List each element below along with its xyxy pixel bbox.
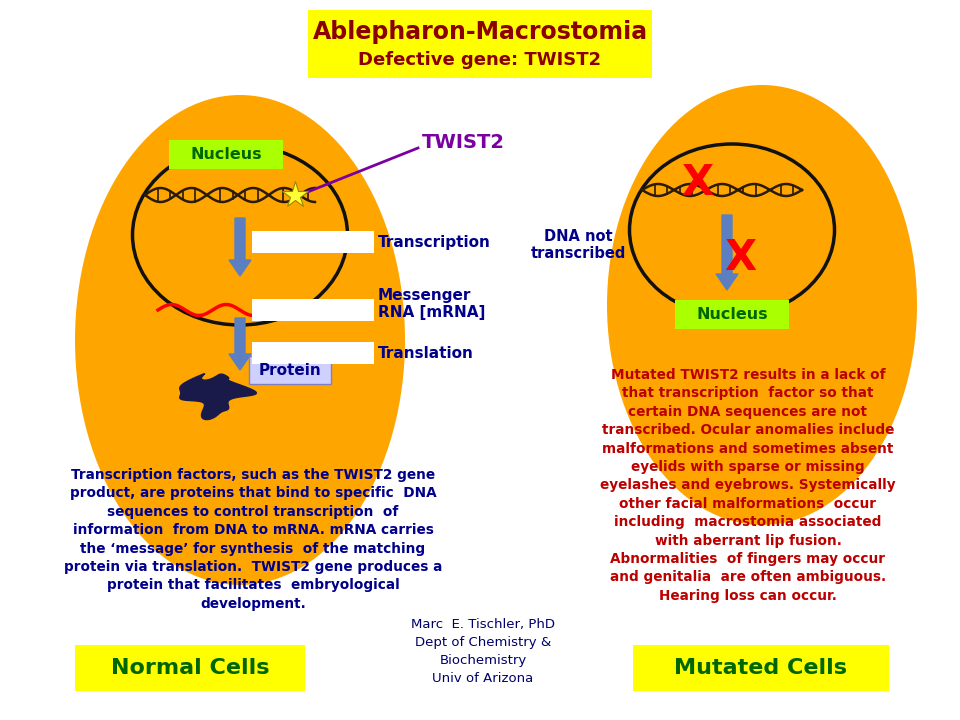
Ellipse shape bbox=[132, 145, 348, 325]
Text: Translation: Translation bbox=[378, 346, 474, 361]
FancyBboxPatch shape bbox=[252, 299, 374, 321]
Text: Protein: Protein bbox=[258, 362, 322, 377]
Text: Messenger
RNA [mRNA]: Messenger RNA [mRNA] bbox=[378, 288, 486, 320]
Text: Marc  E. Tischler, PhD
Dept of Chemistry &
Biochemistry
Univ of Arizona: Marc E. Tischler, PhD Dept of Chemistry … bbox=[411, 618, 555, 685]
FancyArrow shape bbox=[229, 218, 251, 276]
FancyBboxPatch shape bbox=[633, 645, 889, 691]
FancyBboxPatch shape bbox=[75, 645, 305, 691]
Ellipse shape bbox=[75, 95, 405, 585]
Ellipse shape bbox=[607, 85, 917, 525]
Text: TWIST2: TWIST2 bbox=[422, 132, 505, 151]
Text: Transcription: Transcription bbox=[378, 235, 491, 250]
Text: DNA not
transcribed: DNA not transcribed bbox=[530, 229, 626, 261]
Text: Mutated Cells: Mutated Cells bbox=[675, 658, 848, 678]
Text: X: X bbox=[681, 162, 713, 204]
Text: Nucleus: Nucleus bbox=[696, 307, 768, 322]
FancyBboxPatch shape bbox=[252, 231, 374, 253]
FancyBboxPatch shape bbox=[249, 356, 331, 384]
Ellipse shape bbox=[630, 144, 834, 316]
FancyBboxPatch shape bbox=[308, 10, 652, 78]
Text: Transcription factors, such as the TWIST2 gene
product, are proteins that bind t: Transcription factors, such as the TWIST… bbox=[63, 468, 443, 611]
FancyArrow shape bbox=[716, 215, 738, 290]
Polygon shape bbox=[180, 374, 256, 420]
FancyArrow shape bbox=[229, 318, 251, 370]
FancyBboxPatch shape bbox=[169, 140, 283, 169]
Text: Ablepharon-Macrostomia: Ablepharon-Macrostomia bbox=[312, 20, 648, 44]
Text: Defective gene: TWIST2: Defective gene: TWIST2 bbox=[358, 51, 602, 69]
Text: Nucleus: Nucleus bbox=[190, 146, 262, 161]
Text: Normal Cells: Normal Cells bbox=[110, 658, 269, 678]
FancyBboxPatch shape bbox=[675, 300, 789, 329]
Text: Mutated TWIST2 results in a lack of
that transcription  factor so that
certain D: Mutated TWIST2 results in a lack of that… bbox=[600, 368, 896, 603]
Text: X: X bbox=[724, 237, 756, 279]
FancyBboxPatch shape bbox=[252, 342, 374, 364]
